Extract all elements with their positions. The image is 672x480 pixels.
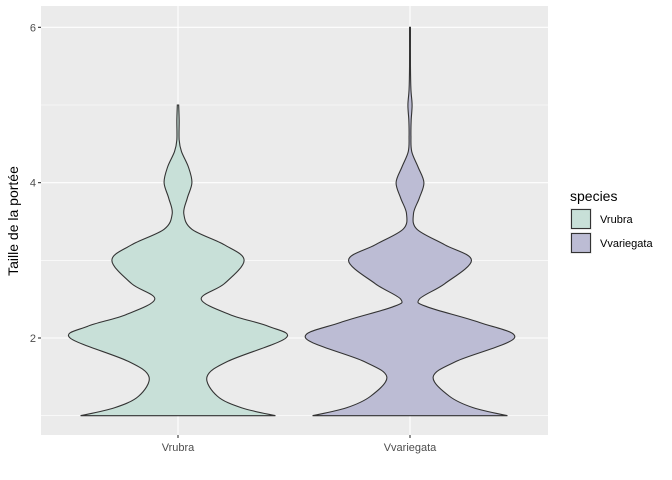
y-tick-label: 6 <box>30 22 36 34</box>
x-tick-label: Vrubra <box>162 442 195 454</box>
legend: species Vrubra Vvariegata <box>570 188 653 254</box>
y-tick-label: 2 <box>30 333 36 345</box>
legend-title: species <box>570 188 617 204</box>
legend-label-vvariegata: Vvariegata <box>600 238 653 250</box>
x-tick-label: Vvariegata <box>384 442 437 454</box>
violins <box>67 26 516 417</box>
violin-vrubra <box>67 104 289 417</box>
y-axis: 2 4 6 <box>30 22 41 345</box>
y-axis-title: Taille de la portée <box>5 166 21 276</box>
legend-swatch-vrubra <box>570 208 592 230</box>
plot-panel <box>41 6 548 435</box>
legend-label-vrubra: Vrubra <box>600 214 633 226</box>
legend-swatch-vvariegata <box>570 232 592 254</box>
y-tick-label: 4 <box>30 178 36 190</box>
violin-vvariegata <box>304 26 516 417</box>
x-axis: Vrubra Vvariegata <box>162 435 437 454</box>
